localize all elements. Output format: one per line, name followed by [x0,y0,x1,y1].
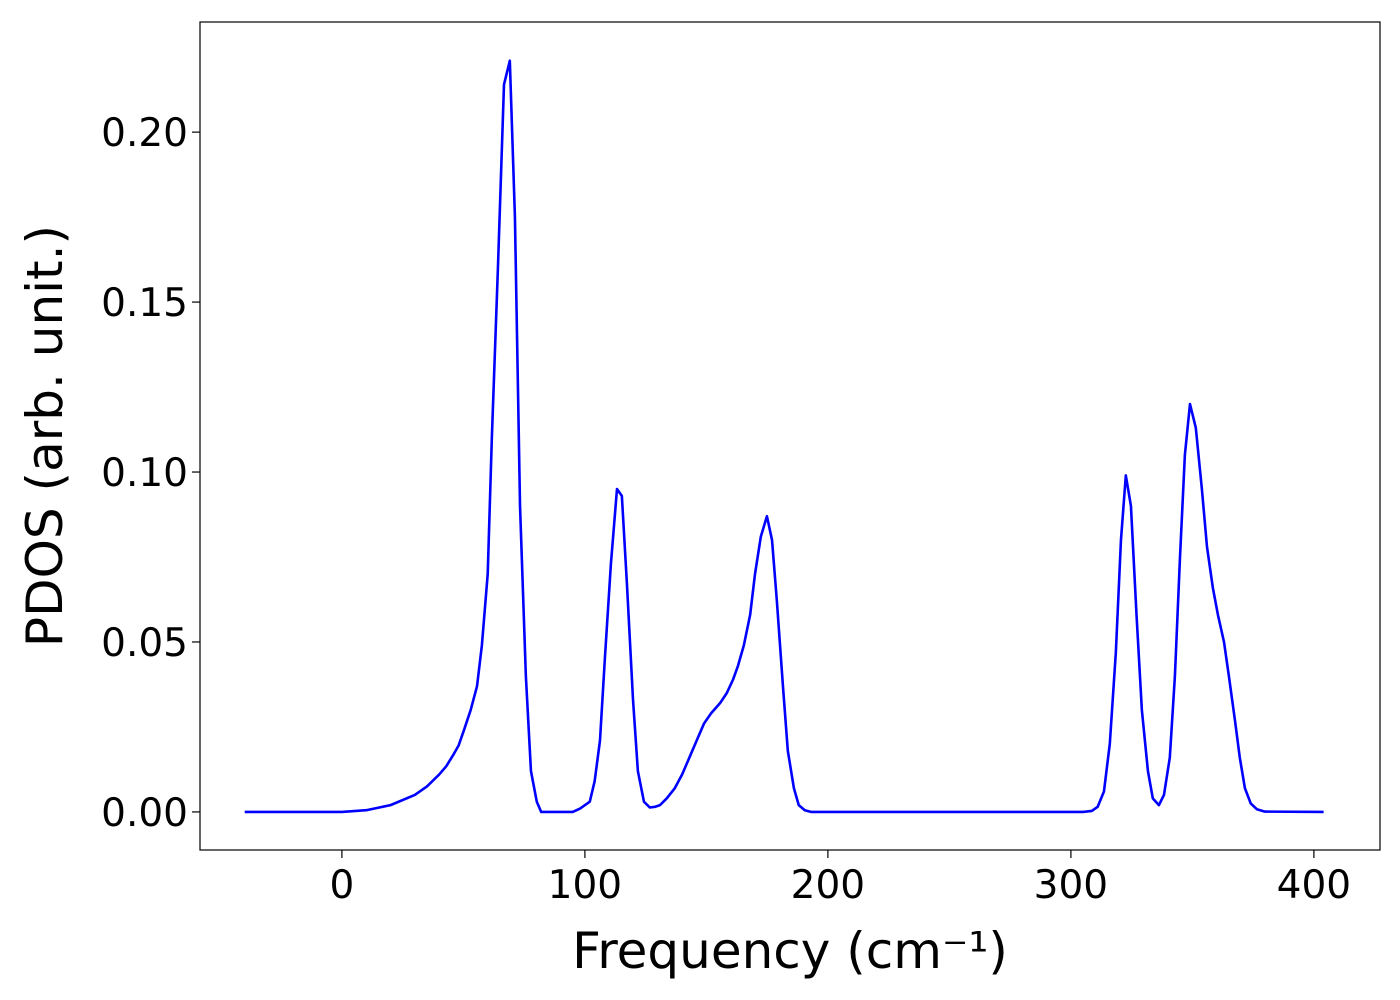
y-tick-label: 0.20 [101,111,188,156]
y-tick-label: 0.15 [101,281,188,326]
y-tick-label: 0.05 [101,621,188,666]
y-axis-label: PDOS (arb. unit.) [16,225,74,647]
data-line [244,59,1324,814]
x-tick-label: 400 [1277,863,1351,908]
y-tick-label: 0.00 [101,791,188,836]
x-tick-label: 0 [329,863,354,908]
x-tick-label: 300 [1034,863,1108,908]
x-tick-label: 200 [791,863,865,908]
plot-frame [199,21,1381,851]
x-axis-label: Frequency (cm⁻¹) [572,922,1008,980]
x-tick-label: 100 [548,863,622,908]
y-tick-label: 0.10 [101,451,188,496]
